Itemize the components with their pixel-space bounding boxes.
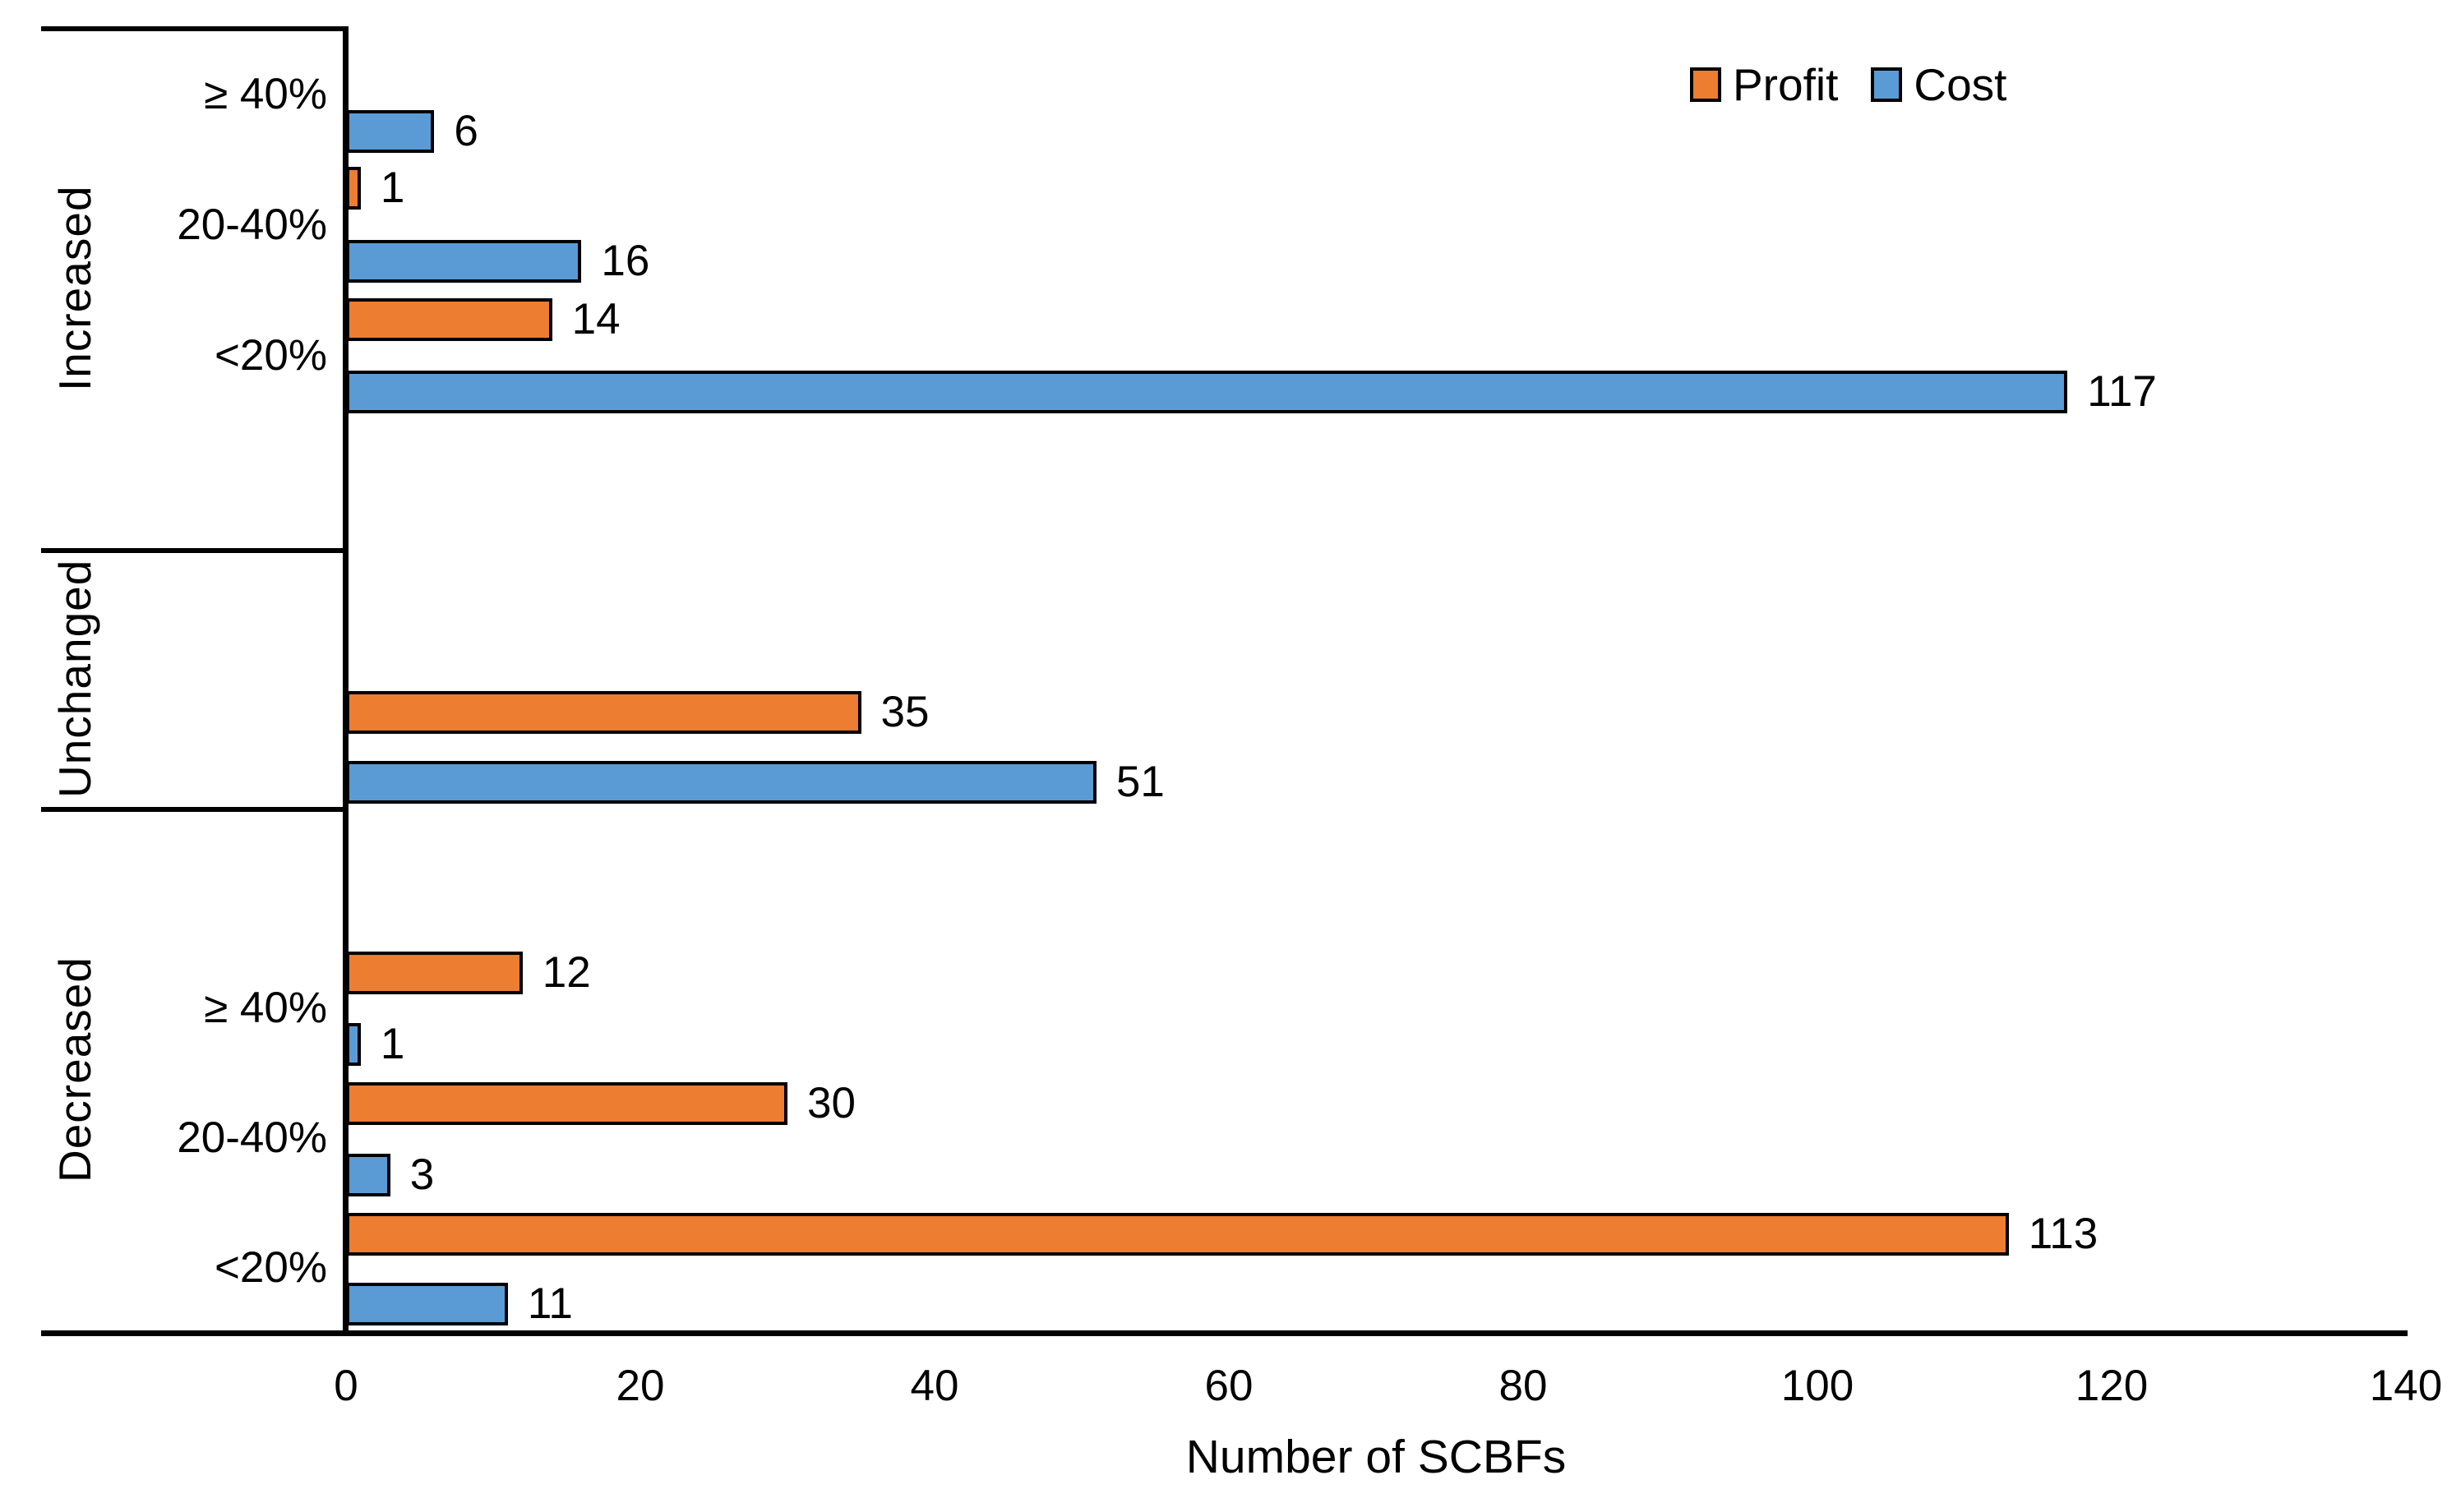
x-axis-line	[41, 1330, 2408, 1336]
legend-swatch-profit-icon	[1690, 67, 1721, 102]
x-tick-label: 40	[910, 1362, 959, 1410]
section-divider-increased-unchanged	[41, 548, 348, 553]
legend-item-profit: Profit	[1690, 58, 1838, 111]
section-box-top-line	[41, 26, 348, 31]
bar-value-label: 1	[380, 1020, 405, 1068]
x-tick-label: 80	[1498, 1362, 1548, 1410]
x-tick-label: 120	[2075, 1362, 2149, 1410]
bar-increased-20-40-profit	[346, 298, 552, 341]
bar-value-label: 16	[601, 237, 650, 285]
x-axis-ticks: 0 20 40 60 80 100 120 140	[334, 1361, 2442, 1412]
bar-row: 30	[346, 1079, 2406, 1127]
legend-item-cost: Cost	[1871, 58, 2006, 111]
bar-row: 12	[346, 948, 2406, 997]
legend-swatch-cost-icon	[1871, 67, 1903, 102]
bar-decreased-20-40-profit	[346, 1082, 787, 1125]
bar-row: 6	[346, 107, 2406, 155]
subcategory-label-increased-ge40: ≥ 40%	[204, 70, 327, 118]
x-tick-label: 0	[334, 1362, 358, 1410]
bar-value-label: 11	[527, 1279, 573, 1328]
bar-decreased-ge40-profit	[346, 952, 523, 994]
subcategory-label-decreased-ge40: ≥ 40%	[204, 984, 327, 1032]
section-divider-unchanged-decreased	[41, 807, 348, 812]
bar-value-label: 51	[1115, 758, 1165, 806]
bar-value-label: 117	[2087, 367, 2157, 416]
bar-increased-20-40-cost	[346, 240, 582, 283]
subcategory-label-increased-20-40: 20-40%	[177, 201, 327, 249]
bar-value-label: 12	[542, 948, 591, 997]
bar-row: 3	[346, 1150, 2406, 1199]
bar-row: 11	[346, 1279, 2406, 1328]
x-tick-label: 100	[1780, 1362, 1854, 1410]
bar-decreased-lt20-profit	[346, 1213, 2009, 1256]
x-tick-label: 140	[2369, 1362, 2443, 1410]
x-tick-label: 60	[1204, 1362, 1254, 1410]
bar-row: 16	[346, 237, 2406, 285]
section-label-unchanged: Unchanged	[49, 559, 100, 799]
bar-value-label: 30	[807, 1079, 856, 1127]
bar-value-label: 6	[454, 107, 478, 155]
bar-decreased-lt20-cost	[346, 1283, 508, 1325]
subcategory-label-decreased-lt20: <20%	[214, 1243, 327, 1292]
subcategory-label-decreased-20-40: 20-40%	[177, 1113, 327, 1162]
bar-value-label: 14	[571, 295, 621, 343]
bar-unchanged-profit	[346, 691, 861, 734]
bar-row: 35	[346, 688, 2406, 736]
bar-increased-ge40-cost	[346, 110, 435, 153]
bar-row: 117	[346, 367, 2406, 416]
bar-row: 14	[346, 295, 2406, 343]
bar-value-label: 35	[880, 688, 930, 736]
bar-value-label: 3	[409, 1150, 435, 1199]
bar-decreased-ge40-cost	[346, 1023, 361, 1066]
subcategory-label-increased-lt20: <20%	[214, 331, 327, 380]
legend-label-cost: Cost	[1914, 59, 2007, 110]
bar-row: 113	[346, 1210, 2406, 1258]
bar-row: 1	[346, 164, 2406, 212]
bar-row: 1	[346, 1020, 2406, 1068]
bar-increased-ge40-profit	[346, 167, 361, 210]
bar-decreased-20-40-cost	[346, 1154, 390, 1196]
bar-increased-lt20-cost	[346, 371, 2068, 413]
bar-value-label: 113	[2028, 1210, 2099, 1258]
bar-value-label: 1	[380, 164, 405, 212]
bar-unchanged-cost	[346, 761, 1097, 804]
y-axis-line	[343, 26, 349, 1335]
legend-label-profit: Profit	[1733, 59, 1839, 110]
x-tick-label: 20	[616, 1362, 665, 1410]
x-axis-title: Number of SCBFs	[1185, 1431, 1567, 1483]
bar-row: 51	[346, 758, 2406, 806]
legend: Profit Cost	[1690, 48, 2006, 122]
